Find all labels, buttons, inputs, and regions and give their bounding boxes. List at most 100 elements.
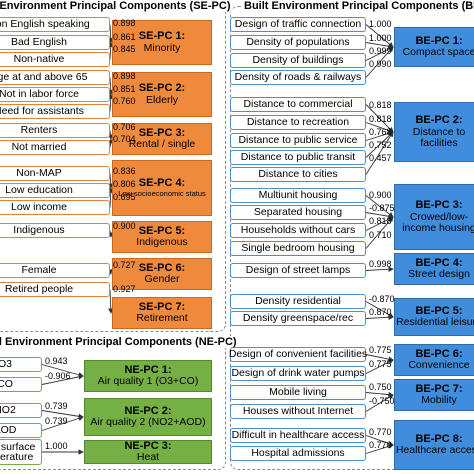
se-loading-label: 0.861 (113, 31, 136, 42)
be-loading-label: 0.818 (369, 216, 392, 227)
be-component-title: BE-PC 3: (415, 199, 463, 212)
loading-arrow (107, 130, 114, 140)
se-variable-box: Not married (0, 140, 110, 155)
be-variable-box: Multiunit housing (230, 188, 366, 203)
ne-variable-box: NO2 (0, 403, 42, 418)
be-component-description: Residential leisure (396, 316, 474, 329)
se-loading-label: 0.845 (113, 44, 136, 55)
be-variable-box: Mobile living (230, 385, 366, 400)
loading-arrow (365, 212, 394, 219)
be-variable-box: Density residential (230, 294, 366, 309)
be-loading-label: 0.770 (369, 440, 392, 451)
se-component-box: SE-PC 6: Gender (112, 258, 212, 290)
se-loading-label: 0.704 (113, 134, 136, 145)
be-loading-label: 0.818 (369, 113, 392, 124)
be-variable-box: Design of traffic connection (230, 17, 366, 32)
be-variable-box: Distance to recreation (230, 115, 366, 130)
loading-arrow (365, 42, 394, 49)
be-component-box: BE-PC 3: Crowed/low-income housing (394, 184, 474, 250)
loading-arrow (365, 435, 394, 447)
be-component-description: Healthcare access (395, 444, 474, 457)
loading-arrow (365, 46, 394, 78)
be-loading-label: 0.998 (369, 259, 392, 270)
loading-arrow (365, 24, 394, 48)
be-loading-label: 0.710 (369, 229, 392, 240)
se-component-title: SE-PC 2: (138, 82, 186, 95)
be-component-title: BE-PC 7: (415, 382, 463, 395)
ne-component-box: NE-PC 2: Air quality 2 (NO2+AOD) (84, 398, 212, 436)
be-loading-label: 0.750 (369, 382, 392, 393)
be-loading-label: -0.875 (369, 202, 395, 213)
loading-arrow (365, 301, 394, 318)
be-component-title: BE-PC 8: (415, 432, 463, 445)
ne-component-title: NE-PC 2: (124, 404, 172, 417)
se-component-box: SE-PC 7: Retirement (112, 297, 212, 329)
ne-section-title: Natural Environment Principal Components… (0, 336, 239, 348)
se-component-box: SE-PC 2: Elderly (112, 72, 212, 117)
ne-variable-box: O3 (0, 357, 42, 372)
se-variable-box: Retired people (0, 282, 110, 297)
be-loading-label: 0.990 (369, 58, 392, 69)
be-component-box: BE-PC 6: Convenience (394, 344, 474, 376)
se-variable-box: Not in labor force (0, 87, 110, 102)
be-variable-box: Distance to public service (230, 133, 366, 148)
se-loading-label: 0.695 (113, 191, 136, 202)
loading-arrow (107, 230, 113, 238)
ne-component-title: NE-PC 3: (124, 439, 172, 452)
be-component-box: BE-PC 8: Healthcare access (394, 420, 474, 470)
ne-variable-box: CO (0, 377, 42, 392)
se-component-title: SE-PC 1: (138, 30, 186, 43)
be-variable-box: Density greenspace/rec (230, 311, 366, 326)
be-component-description: Convenience (408, 359, 470, 372)
be-component-description: Street design (408, 268, 470, 281)
be-variable-box: Design of drink water pumps (230, 366, 366, 381)
loading-arrow (41, 374, 84, 385)
loading-arrow (365, 131, 394, 175)
loading-arrow (108, 187, 114, 208)
loading-arrow (365, 216, 394, 249)
be-variable-box: Distance to commercial (230, 97, 366, 112)
se-loading-label: 0.806 (113, 178, 136, 189)
se-component-title: SE-PC 4: (138, 177, 186, 190)
loading-arrow (365, 354, 394, 362)
loading-arrow (365, 314, 394, 320)
ne-loading-label: 0.943 (45, 356, 68, 367)
se-component-title: SE-PC 7: (138, 300, 186, 313)
loading-arrow (365, 122, 394, 134)
se-component-box: SE-PC 4: Low socioeconomic status (112, 160, 212, 216)
se-loading-label: 0.851 (113, 83, 136, 94)
se-loading-label: 0.706 (113, 121, 136, 132)
be-loading-label: 0.770 (369, 426, 392, 437)
loading-arrow (365, 394, 394, 412)
be-loading-label: 0.900 (369, 189, 392, 200)
ne-loading-label: 1.000 (45, 441, 68, 451)
ne-component-description: Heat (136, 451, 160, 464)
se-component-title: SE-PC 3: (138, 126, 186, 139)
be-variable-box: Single bedroom housing (230, 241, 366, 256)
loading-arrow (108, 77, 114, 96)
be-variable-box: Design of street lamps (230, 263, 366, 278)
loading-arrow (365, 104, 394, 133)
be-loading-label: 0.457 (369, 152, 392, 163)
loading-arrow (108, 41, 114, 60)
be-component-description: Mobility (421, 394, 457, 407)
be-component-title: BE-PC 2: (415, 114, 463, 127)
be-loading-label: 0.870 (369, 307, 392, 318)
loading-arrow (108, 93, 114, 112)
se-component-box: SE-PC 5: Indigenous (112, 221, 212, 253)
be-loading-label: 0.752 (369, 140, 392, 151)
loading-arrow (107, 138, 114, 148)
be-loading-label: -0.870 (369, 294, 395, 305)
se-variable-box: Renters (0, 123, 110, 138)
se-variable-box: Non English speaking (0, 17, 110, 32)
se-variable-box: Low education (0, 183, 110, 198)
se-component-description: Low socioeconomic status (118, 188, 206, 198)
ne-component-box: NE-PC 1: Air quality 1 (O3+CO) (84, 360, 212, 392)
loading-arrow (365, 195, 394, 218)
se-variable-box: Need for assistants (0, 104, 110, 119)
be-loading-label: 1.000 (369, 32, 392, 43)
be-variable-box: Hospital admissions (230, 446, 366, 461)
be-variable-box: Separated housing (230, 205, 366, 220)
se-component-description: Minority (143, 41, 181, 54)
be-loading-label: 0.775 (369, 359, 392, 370)
